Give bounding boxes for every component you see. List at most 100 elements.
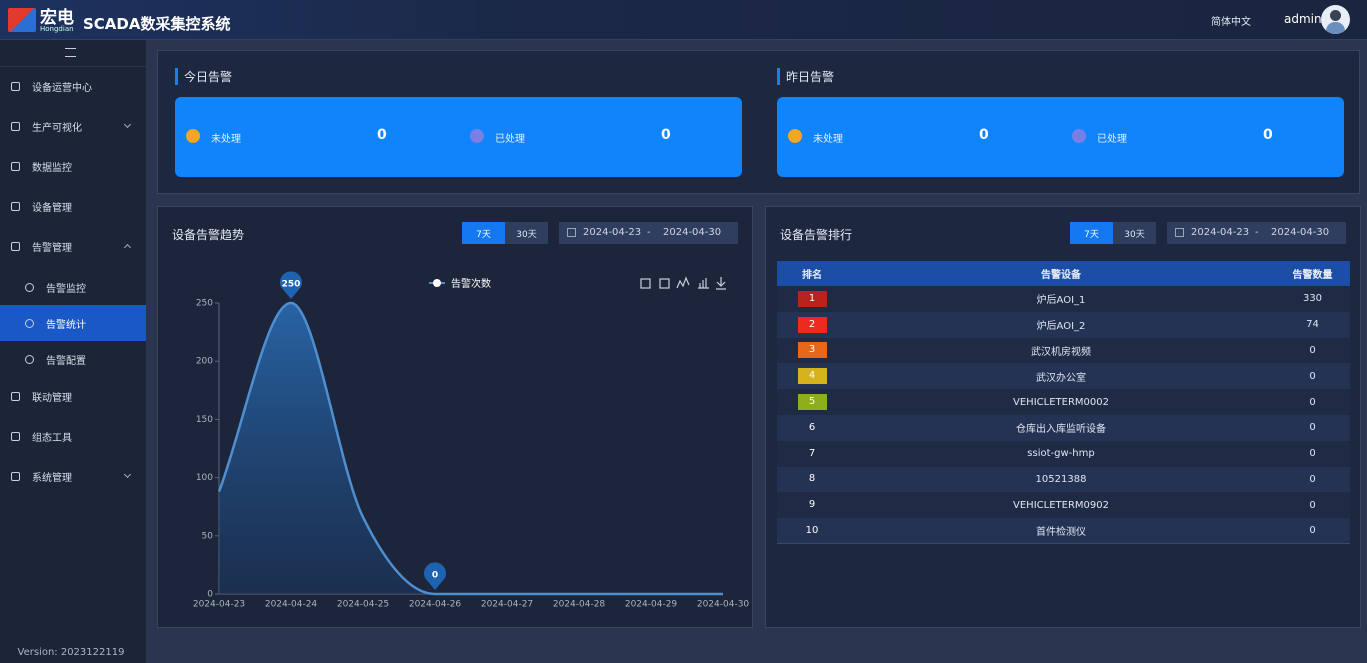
divider xyxy=(0,66,146,67)
date-start: 2024-04-23 xyxy=(583,227,642,238)
menu-label: 生产可视化 xyxy=(32,122,82,134)
device: 武汉办公室 xyxy=(847,363,1275,390)
menu-label: 告警监控 xyxy=(46,283,86,295)
alert-box: 未处理 0 已处理 0 xyxy=(175,97,742,177)
trend-chart: 0 50 100 150 200 250 2024-04-23 2024-04-24 2024-… xyxy=(193,271,749,610)
device: 武汉机房视频 xyxy=(847,337,1275,364)
menu-icon xyxy=(11,201,20,211)
toolbox[interactable] xyxy=(640,276,726,290)
col-header: 告警设备 xyxy=(847,261,1275,286)
menu-icon xyxy=(11,241,20,251)
x-tick-label: 2024-04-29 xyxy=(625,600,678,610)
ranking-row: 2 炉后AOI_2 74 xyxy=(777,311,1350,338)
ranking-row: 3 武汉机房视频 0 xyxy=(777,337,1350,364)
menu-item[interactable]: 组态工具 xyxy=(0,418,146,454)
logo-mark xyxy=(8,8,36,32)
col-header: 告警数量 xyxy=(1275,261,1350,286)
device: 炉后AOI_1 xyxy=(847,286,1275,312)
menu-label: 告警管理 xyxy=(32,242,72,254)
tab-30d[interactable]: 30天 xyxy=(505,222,548,244)
unhandled-icon xyxy=(788,129,802,143)
count: 0 xyxy=(1275,492,1350,519)
col-header: 排名 xyxy=(777,261,847,286)
menu-item[interactable]: 生产可视化 xyxy=(0,108,146,144)
tab-7d[interactable]: 7天 xyxy=(462,222,505,244)
rank: 6 xyxy=(808,421,816,433)
rank-tab-30d[interactable]: 30天 xyxy=(1113,222,1156,244)
date-range[interactable]: 2024-04-23 - 2024-04-30 xyxy=(559,222,738,244)
menu-item[interactable]: 数据监控 xyxy=(0,148,146,184)
menu-item[interactable]: 设备运营中心 xyxy=(0,68,146,104)
y-tick-label: 0 xyxy=(207,590,213,600)
legend-dot xyxy=(433,279,441,287)
chevron xyxy=(123,470,132,479)
menu-icon xyxy=(11,161,20,171)
rank: 3 xyxy=(797,342,827,359)
x-tick-label: 2024-04-24 xyxy=(265,600,318,610)
menu-item[interactable]: 联动管理 xyxy=(0,378,146,414)
handled-label: 已处理 xyxy=(495,134,525,145)
user-name[interactable]: admin xyxy=(1284,12,1322,26)
menu-label: 系统管理 xyxy=(32,472,72,484)
menu-icon xyxy=(11,391,20,401)
handled-count: 0 xyxy=(661,127,671,143)
y-tick-label: 50 xyxy=(202,531,214,541)
alert-title: 今日告警 xyxy=(175,68,232,85)
menu-item[interactable]: 告警管理 xyxy=(0,228,146,264)
count: 0 xyxy=(1275,466,1350,493)
rank-tab-7d[interactable]: 7天 xyxy=(1070,222,1113,244)
rank-cell: 10 xyxy=(777,518,847,544)
menu-toggle[interactable] xyxy=(65,48,76,57)
rank: 1 xyxy=(797,290,827,307)
version: Version: 2023122119 xyxy=(17,647,125,658)
rank: 2 xyxy=(797,316,827,333)
unhandled-label: 未处理 xyxy=(211,134,241,145)
menu-item[interactable]: 系统管理 xyxy=(0,458,146,494)
mark-label: 250 xyxy=(282,280,301,290)
count: 0 xyxy=(1275,518,1350,544)
device: 炉后AOI_2 xyxy=(847,311,1275,338)
ranking-row: 4 武汉办公室 0 xyxy=(777,363,1350,390)
ranking-row: 8 10521388 0 xyxy=(777,466,1350,493)
menu-icon xyxy=(25,282,34,292)
menu-icon xyxy=(11,471,20,481)
date-sep: - xyxy=(647,227,651,238)
language-switch[interactable]: 简体中文 xyxy=(1211,17,1251,28)
y-tick-label: 200 xyxy=(196,357,213,367)
ranking-row: 6 仓库出入库监听设备 0 xyxy=(777,414,1350,441)
rank: 5 xyxy=(797,394,827,411)
handled-icon xyxy=(1072,129,1086,143)
count: 0 xyxy=(1275,389,1350,415)
device: VEHICLETERM0002 xyxy=(847,389,1275,415)
y-tick-label: 250 xyxy=(196,299,213,309)
date-start: 2024-04-23 xyxy=(1191,227,1250,238)
calendar-icon xyxy=(1175,228,1184,237)
device: 仓库出入库监听设备 xyxy=(847,414,1275,441)
y-tick-label: 100 xyxy=(196,473,213,483)
count: 74 xyxy=(1275,311,1350,338)
unhandled-count: 0 xyxy=(979,127,989,143)
ranking-title: 设备告警排行 xyxy=(780,228,853,242)
rank-cell: 2 xyxy=(777,311,847,338)
menu-item[interactable]: 设备管理 xyxy=(0,188,146,224)
rank: 4 xyxy=(797,368,827,385)
menu-label: 告警配置 xyxy=(46,355,86,367)
rank: 9 xyxy=(808,499,816,511)
rank-cell: 3 xyxy=(777,337,847,364)
x-tick-label: 2024-04-23 xyxy=(193,600,245,610)
rank-date-range[interactable]: 2024-04-23 - 2024-04-30 xyxy=(1167,222,1346,244)
menu-icon xyxy=(25,318,34,328)
line xyxy=(217,301,723,596)
avatar[interactable] xyxy=(1321,5,1350,34)
unhandled-label: 未处理 xyxy=(813,134,843,145)
submenu-item[interactable]: 告警配置 xyxy=(0,341,146,377)
submenu-item[interactable]: 告警监控 xyxy=(0,269,146,305)
alert-title: 昨日告警 xyxy=(777,68,834,85)
rank-cell: 9 xyxy=(777,492,847,519)
count: 330 xyxy=(1275,286,1350,312)
submenu-item[interactable]: 告警统计 xyxy=(0,305,146,341)
header: 宏电 Hongdian SCADA数采集控系统 简体中文 admin xyxy=(0,0,1367,40)
menu-label: 联动管理 xyxy=(32,392,72,404)
device: ssiot-gw-hmp xyxy=(847,440,1275,467)
mark-pin xyxy=(280,271,302,299)
